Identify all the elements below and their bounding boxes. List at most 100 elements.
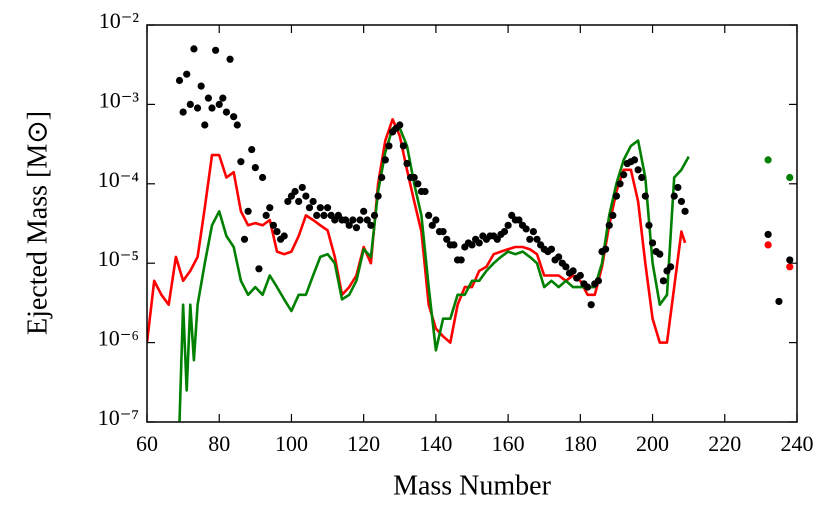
data-point	[204, 94, 212, 102]
data-point	[323, 204, 332, 212]
data-point	[298, 183, 306, 192]
data-point	[500, 228, 509, 236]
data-point	[764, 230, 772, 239]
data-point	[381, 156, 389, 164]
data-point	[421, 187, 429, 196]
x-tick-label: 120	[347, 431, 380, 456]
data-point	[316, 204, 324, 212]
data-point	[620, 171, 628, 179]
data-point	[269, 221, 277, 229]
data-point	[638, 173, 646, 182]
data-point	[273, 228, 281, 236]
data-point	[410, 173, 418, 182]
data-point	[179, 108, 187, 116]
data-point	[576, 271, 584, 280]
data-point	[212, 46, 220, 54]
data-point	[677, 197, 686, 206]
data-point	[305, 204, 314, 212]
data-point	[674, 183, 682, 192]
x-tick-label: 140	[419, 431, 452, 456]
data-point	[775, 297, 783, 306]
data-point	[612, 192, 621, 200]
data-point	[320, 211, 328, 219]
data-point	[533, 235, 541, 243]
data-point	[764, 241, 772, 249]
data-point	[583, 283, 592, 291]
data-point	[634, 166, 642, 174]
data-point	[183, 70, 191, 78]
data-point	[349, 216, 357, 224]
data-point	[230, 113, 238, 121]
data-point	[602, 245, 610, 253]
data-point	[659, 277, 667, 285]
data-point	[190, 45, 198, 53]
data-point	[681, 207, 689, 215]
data-point	[450, 241, 458, 249]
series-line	[178, 127, 690, 422]
data-point	[193, 104, 202, 112]
x-tick-label: 180	[564, 431, 597, 456]
data-point	[443, 235, 451, 243]
data-point	[208, 104, 216, 112]
data-point	[630, 156, 639, 164]
y-tick-label: 10⁻²	[99, 8, 140, 33]
data-point	[439, 228, 447, 236]
y-tick-label: 10⁻⁵	[98, 246, 139, 271]
data-point	[616, 180, 624, 188]
data-point	[587, 301, 595, 309]
data-point	[248, 145, 256, 154]
data-point	[266, 204, 274, 212]
data-point	[562, 263, 570, 271]
data-point	[367, 221, 375, 229]
data-point	[342, 216, 350, 224]
data-point	[641, 192, 649, 200]
data-point	[251, 163, 259, 172]
data-point	[240, 235, 249, 243]
data-point	[594, 277, 602, 285]
data-point	[222, 108, 231, 116]
plot-frame	[146, 24, 798, 423]
data-point	[302, 192, 310, 200]
data-point	[475, 239, 483, 247]
data-point	[360, 207, 368, 215]
series-line	[147, 118, 687, 344]
data-point	[255, 265, 263, 273]
y-tick-label: 10⁻⁴	[98, 167, 140, 192]
x-axis-label: Mass Number	[393, 470, 552, 501]
data-point	[522, 225, 530, 233]
x-tick-label: 220	[708, 431, 741, 456]
data-point	[295, 197, 303, 206]
data-point	[555, 253, 563, 261]
x-tick-label: 160	[492, 431, 525, 456]
data-point	[244, 207, 252, 215]
data-point	[403, 159, 411, 168]
data-point	[547, 245, 556, 253]
data-point	[526, 235, 534, 243]
y-axis-label: Ejected Mass [M⊙]	[22, 111, 53, 335]
data-point	[197, 82, 205, 90]
data-point	[432, 216, 440, 224]
data-point	[215, 100, 223, 108]
data-point	[356, 216, 364, 224]
data-point	[656, 250, 664, 258]
x-tick-label: 100	[275, 431, 308, 456]
data-point	[374, 192, 382, 200]
data-point	[363, 216, 371, 224]
y-tick-label: 10⁻⁷	[98, 405, 139, 430]
data-point	[233, 121, 241, 129]
x-tick-label: 200	[636, 431, 669, 456]
data-point	[515, 216, 523, 224]
data-point	[425, 211, 433, 219]
data-point	[428, 221, 436, 229]
data-point	[468, 241, 476, 249]
data-point	[396, 121, 404, 129]
x-tick-label: 240	[781, 431, 814, 456]
data-point	[786, 256, 794, 264]
data-point	[786, 173, 794, 182]
data-point	[345, 221, 353, 229]
data-point	[280, 232, 288, 240]
data-point	[352, 224, 361, 232]
data-point	[284, 197, 292, 206]
data-point	[219, 94, 227, 102]
data-point	[201, 121, 209, 129]
